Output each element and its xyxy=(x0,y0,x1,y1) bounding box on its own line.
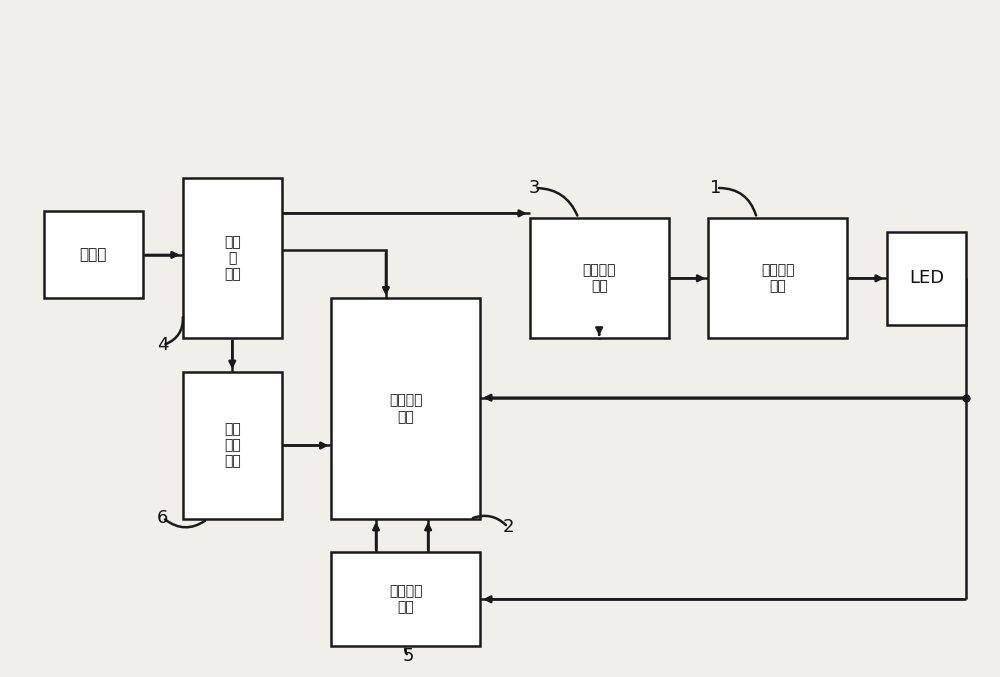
Bar xyxy=(887,232,966,325)
Bar xyxy=(183,372,282,519)
Text: 2: 2 xyxy=(502,518,514,536)
Text: LED: LED xyxy=(909,269,944,287)
Bar xyxy=(331,299,480,519)
Text: 镇流输出
电路: 镇流输出 电路 xyxy=(761,263,794,293)
Bar xyxy=(708,218,847,338)
Text: 短路保护
电路: 短路保护 电路 xyxy=(389,584,423,615)
Text: 电池组: 电池组 xyxy=(80,247,107,263)
Text: 恒流调光
电路: 恒流调光 电路 xyxy=(389,393,423,424)
Text: 防反
接
电路: 防反 接 电路 xyxy=(224,235,241,282)
Bar xyxy=(331,552,480,646)
Text: 过热
保护
电路: 过热 保护 电路 xyxy=(224,422,241,468)
Bar xyxy=(183,178,282,338)
Text: 6: 6 xyxy=(157,508,169,527)
Text: 5: 5 xyxy=(403,647,415,665)
Text: 1: 1 xyxy=(710,179,722,197)
Bar xyxy=(530,218,669,338)
Text: 驱动开关
电路: 驱动开关 电路 xyxy=(582,263,616,293)
Text: 4: 4 xyxy=(157,336,169,354)
Text: 3: 3 xyxy=(529,179,540,197)
Bar xyxy=(44,211,143,299)
